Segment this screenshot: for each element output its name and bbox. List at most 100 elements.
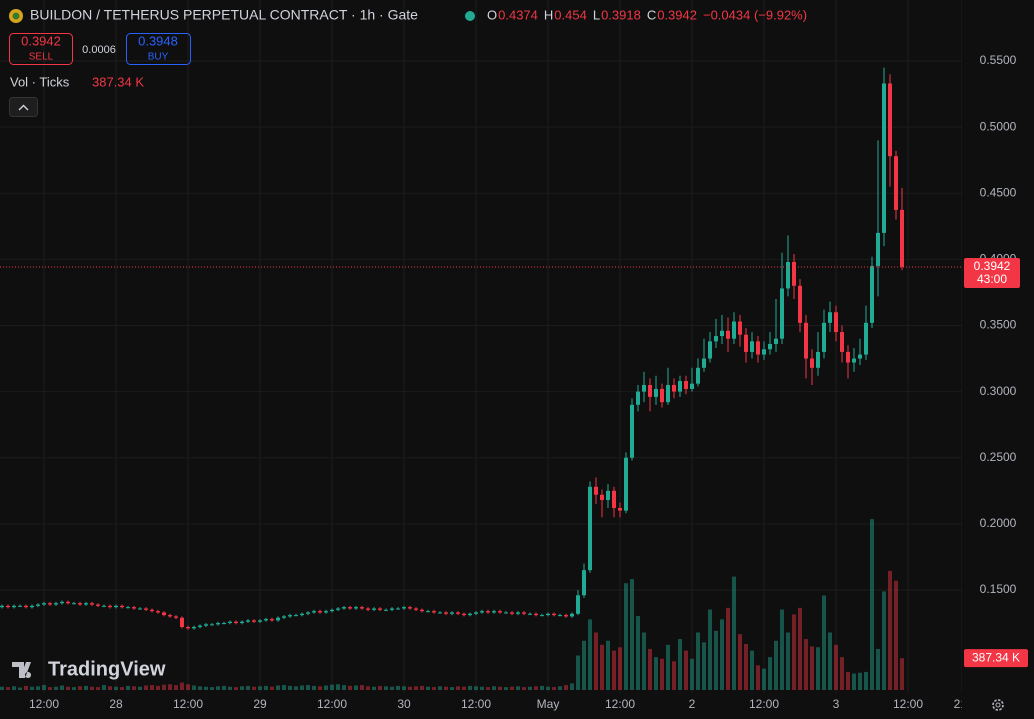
sell-button[interactable] — [9, 33, 73, 65]
volume-bar — [210, 687, 214, 690]
volume-bar — [132, 686, 136, 690]
candle-body — [138, 608, 142, 610]
volume-bar — [252, 686, 256, 690]
candle-body — [516, 612, 520, 614]
volume-bar — [354, 685, 358, 690]
candle-body — [216, 623, 220, 625]
ohlc-value: 0.3942 — [657, 7, 697, 22]
volume-bar — [48, 687, 52, 690]
candle-body — [480, 611, 484, 613]
volume-bar — [744, 644, 748, 690]
candle-body — [168, 615, 172, 617]
volume-bar — [174, 685, 178, 690]
candle-body — [30, 605, 34, 608]
volume-bar — [612, 650, 616, 690]
market-status[interactable] — [465, 11, 475, 21]
volume-bar — [564, 685, 568, 690]
candle-body — [294, 615, 298, 617]
y-tick-label: 0.5000 — [980, 119, 1017, 133]
candle-body — [696, 367, 700, 384]
candle-body — [180, 617, 184, 627]
settings-icon[interactable] — [992, 699, 1004, 711]
candle-body — [690, 383, 694, 389]
volume-bar — [756, 665, 760, 690]
y-tick-label: 0.2000 — [980, 516, 1017, 530]
candle-body — [498, 611, 502, 613]
volume-bar — [108, 686, 112, 690]
candle-body — [678, 381, 682, 392]
volume-bar — [804, 639, 808, 690]
candle-body — [78, 603, 82, 605]
candle-body — [804, 322, 808, 359]
volume-bar — [666, 644, 670, 690]
watermark-logo — [12, 662, 32, 678]
candle-body — [462, 613, 466, 616]
volume-bar — [708, 609, 712, 690]
volume-bar — [822, 595, 826, 690]
volume-bar — [0, 686, 4, 690]
volume-bar — [702, 642, 706, 690]
volume-bar — [798, 607, 802, 690]
volume-bar — [378, 685, 382, 690]
volume-bar — [348, 685, 352, 690]
candle-body — [780, 288, 784, 339]
collapse-icon[interactable] — [18, 104, 29, 111]
candle-body — [228, 621, 232, 624]
volume-title: Vol · Ticks — [10, 74, 70, 89]
candle-body — [246, 620, 250, 622]
last-price-badge — [964, 258, 1020, 289]
volume-bar — [522, 687, 526, 690]
volume-bar — [600, 644, 604, 690]
candle-body — [768, 343, 772, 350]
buy-label[interactable]: BUY — [148, 52, 169, 63]
collapse-button[interactable] — [9, 97, 38, 117]
volume-bar — [582, 640, 586, 690]
volume-bar — [414, 686, 418, 690]
chart-title[interactable]: BUILDON / TETHERUS PERPETUAL CONTRACT · … — [30, 7, 418, 23]
candle-body — [444, 612, 448, 614]
candle-body — [528, 613, 532, 615]
candle-body — [744, 334, 748, 352]
volume-bar — [120, 687, 124, 690]
candle-body — [360, 607, 364, 609]
x-tick-label: May — [537, 697, 560, 711]
candle-body — [120, 605, 124, 608]
candle-body — [540, 615, 544, 617]
candle-body — [762, 349, 766, 355]
ohlc-label: O — [487, 7, 497, 22]
candle-body — [786, 261, 790, 289]
volume-bar — [96, 687, 100, 690]
volume-bar — [486, 687, 490, 690]
volume-bar — [222, 685, 226, 690]
volume-bar — [72, 687, 76, 690]
volume-bar — [342, 685, 346, 690]
candle-body — [336, 608, 340, 610]
volume-bar — [558, 686, 562, 690]
candle-body — [72, 603, 76, 605]
volume-bar — [228, 686, 232, 690]
candle-body — [894, 156, 898, 210]
candle-body — [546, 613, 550, 616]
settings-icon-center[interactable] — [995, 702, 1001, 708]
volume-bar — [456, 686, 460, 690]
volume-bar — [432, 687, 436, 690]
volume-bar — [624, 583, 628, 690]
sell-price[interactable]: 0.3942 — [21, 33, 61, 48]
buy-button[interactable] — [126, 33, 191, 65]
candle-body — [60, 601, 64, 604]
volume-value: 387.34 K — [92, 74, 144, 89]
x-tick-label: 12:00 — [29, 697, 59, 711]
y-tick-label: 0.2500 — [980, 450, 1017, 464]
y-tick-label: 0.4500 — [980, 185, 1017, 199]
volume-bar — [138, 686, 142, 690]
volume-bar — [366, 686, 370, 690]
sell-label[interactable]: SELL — [29, 52, 54, 63]
volume-bar — [660, 658, 664, 690]
candle-body — [492, 611, 496, 613]
candle-body — [798, 285, 802, 323]
volume-bar — [216, 686, 220, 690]
candle-body — [828, 312, 832, 323]
volume-bar — [396, 685, 400, 690]
candle-body — [504, 612, 508, 614]
buy-price[interactable]: 0.3948 — [138, 33, 178, 48]
